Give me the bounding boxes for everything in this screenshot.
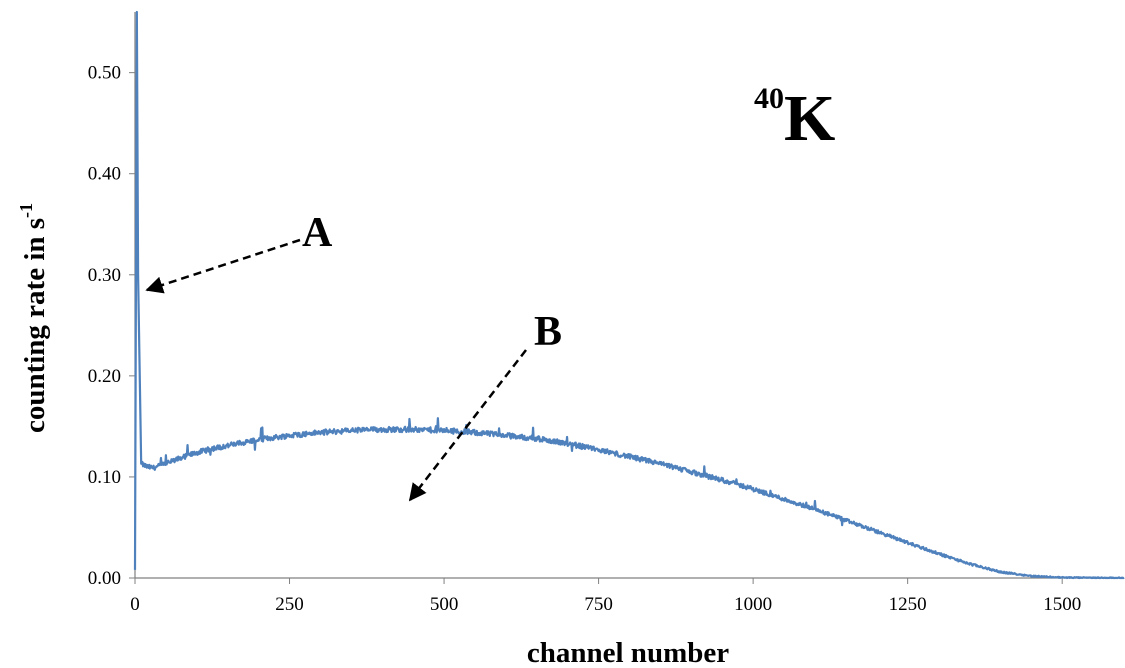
y-tick-label: 0.00 <box>88 568 121 589</box>
x-tick-label: 750 <box>584 594 613 615</box>
isotope-mass-number: 40 <box>754 82 784 115</box>
y-axis-title-superscript: -1 <box>16 203 36 218</box>
y-axis-title: counting rate in s-1 <box>16 203 51 433</box>
x-axis-title: channel number <box>527 637 729 668</box>
annotation-a-label: A <box>302 210 333 256</box>
annotation-b-label: B <box>534 309 562 355</box>
y-tick-label: 0.40 <box>88 164 121 185</box>
x-tick-label: 1000 <box>734 594 772 615</box>
isotope-label: 40K <box>754 82 835 155</box>
x-tick-label: 500 <box>430 594 459 615</box>
y-tick-label: 0.20 <box>88 366 121 387</box>
y-tick-label: 0.50 <box>88 63 121 84</box>
annotation-a-arrow <box>145 238 301 294</box>
isotope-element-symbol: K <box>784 82 835 155</box>
y-axis-title-main: counting rate in s <box>19 218 51 433</box>
annotation-b-arrow <box>408 349 527 502</box>
x-tick-label: 250 <box>275 594 304 615</box>
y-tick-labels: 0.00 0.10 0.20 0.30 0.40 0.50 <box>88 63 135 589</box>
x-tick-label: 0 <box>130 594 140 615</box>
x-tick-label: 1250 <box>889 594 927 615</box>
x-tick-labels: 0 250 500 750 1000 1250 1500 <box>130 578 1081 615</box>
series-line <box>133 10 1125 580</box>
y-tick-label: 0.30 <box>88 265 121 286</box>
axes <box>134 12 1124 579</box>
series-group <box>133 10 1125 580</box>
x-tick-label: 1500 <box>1043 594 1081 615</box>
y-tick-label: 0.10 <box>88 467 121 488</box>
